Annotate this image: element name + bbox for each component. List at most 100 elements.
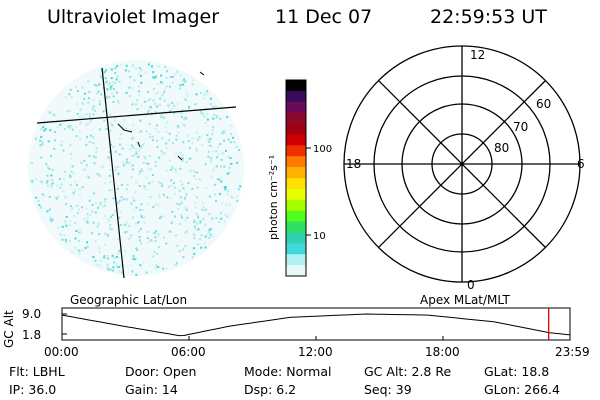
image-speckle xyxy=(112,101,115,103)
image-speckle xyxy=(203,242,206,245)
image-speckle xyxy=(184,116,187,119)
polar-diagonal xyxy=(378,80,546,248)
mlat-label-70: 70 xyxy=(513,120,528,134)
image-speckle xyxy=(111,213,114,216)
image-speckle xyxy=(147,111,150,114)
image-speckle xyxy=(192,175,195,177)
image-speckle xyxy=(139,170,142,173)
image-speckle xyxy=(131,137,134,140)
image-speckle xyxy=(76,90,79,93)
image-speckle xyxy=(206,134,209,136)
image-speckle xyxy=(48,111,51,114)
image-speckle xyxy=(114,72,117,74)
image-speckle xyxy=(160,215,163,218)
image-speckle xyxy=(204,122,207,124)
image-speckle xyxy=(74,246,77,249)
image-speckle xyxy=(140,104,143,107)
image-speckle xyxy=(104,204,107,207)
image-speckle xyxy=(70,96,73,98)
image-speckle xyxy=(132,255,135,258)
image-speckle xyxy=(159,81,162,84)
image-speckle xyxy=(53,114,56,117)
image-speckle xyxy=(220,176,223,179)
image-speckle xyxy=(69,175,72,178)
image-speckle xyxy=(206,118,209,121)
image-speckle xyxy=(192,233,195,236)
image-speckle xyxy=(136,248,139,251)
image-speckle xyxy=(209,97,212,100)
image-speckle xyxy=(219,117,222,120)
image-speckle xyxy=(135,152,138,155)
image-speckle xyxy=(121,147,124,150)
image-speckle xyxy=(163,110,165,113)
image-speckle xyxy=(127,225,130,227)
image-speckle xyxy=(149,196,152,198)
colorbar-band xyxy=(286,123,306,135)
image-speckle xyxy=(170,221,173,224)
image-speckle xyxy=(186,134,189,137)
image-speckle xyxy=(225,203,228,206)
image-speckle xyxy=(178,250,181,253)
image-speckle xyxy=(209,103,212,106)
image-speckle xyxy=(154,161,157,164)
image-speckle xyxy=(202,202,204,205)
image-speckle xyxy=(120,199,123,202)
image-speckle xyxy=(77,240,80,242)
image-speckle xyxy=(88,113,91,116)
image-speckle xyxy=(119,224,122,226)
image-speckle xyxy=(69,220,72,223)
image-speckle xyxy=(84,247,87,249)
image-speckle xyxy=(229,141,232,144)
image-speckle xyxy=(81,102,84,105)
image-speckle xyxy=(160,114,163,117)
image-speckle xyxy=(168,132,171,135)
image-speckle xyxy=(41,143,44,146)
image-speckle xyxy=(109,85,112,88)
image-speckle xyxy=(52,169,55,172)
image-speckle xyxy=(71,250,74,253)
image-speckle xyxy=(198,136,201,139)
image-speckle xyxy=(215,116,218,119)
image-speckle xyxy=(157,266,160,269)
image-speckle xyxy=(199,221,202,224)
image-speckle xyxy=(135,67,138,70)
image-speckle xyxy=(93,192,95,195)
image-speckle xyxy=(163,236,166,239)
image-speckle xyxy=(98,204,101,207)
image-speckle xyxy=(165,76,168,79)
image-speckle xyxy=(61,238,64,241)
image-speckle xyxy=(138,73,141,75)
image-speckle xyxy=(180,112,183,114)
image-speckle xyxy=(192,247,195,250)
image-speckle xyxy=(193,221,196,223)
image-speckle xyxy=(174,72,177,75)
image-speckle xyxy=(140,203,143,206)
ip-info: IP: 36.0 xyxy=(9,382,57,397)
image-speckle xyxy=(140,216,143,219)
image-speckle xyxy=(216,145,219,148)
image-speckle xyxy=(80,231,82,234)
image-speckle xyxy=(83,98,86,100)
image-speckle xyxy=(177,131,180,134)
image-speckle xyxy=(184,125,187,127)
image-speckle xyxy=(102,166,105,169)
image-speckle xyxy=(96,263,99,266)
image-speckle xyxy=(203,205,205,208)
image-speckle xyxy=(97,90,100,93)
image-speckle xyxy=(192,79,195,82)
image-speckle xyxy=(152,231,155,234)
image-speckle xyxy=(162,116,165,119)
image-speckle xyxy=(108,174,111,177)
image-speckle xyxy=(227,138,230,141)
image-speckle xyxy=(144,71,147,74)
image-speckle xyxy=(69,224,71,227)
image-speckle xyxy=(183,78,185,81)
image-speckle xyxy=(167,105,170,108)
image-speckle xyxy=(145,130,148,133)
image-speckle xyxy=(236,199,239,202)
image-speckle xyxy=(188,107,190,109)
image-speckle xyxy=(41,141,44,144)
image-speckle xyxy=(215,217,218,220)
image-speckle xyxy=(75,135,78,138)
image-speckle xyxy=(215,199,217,202)
